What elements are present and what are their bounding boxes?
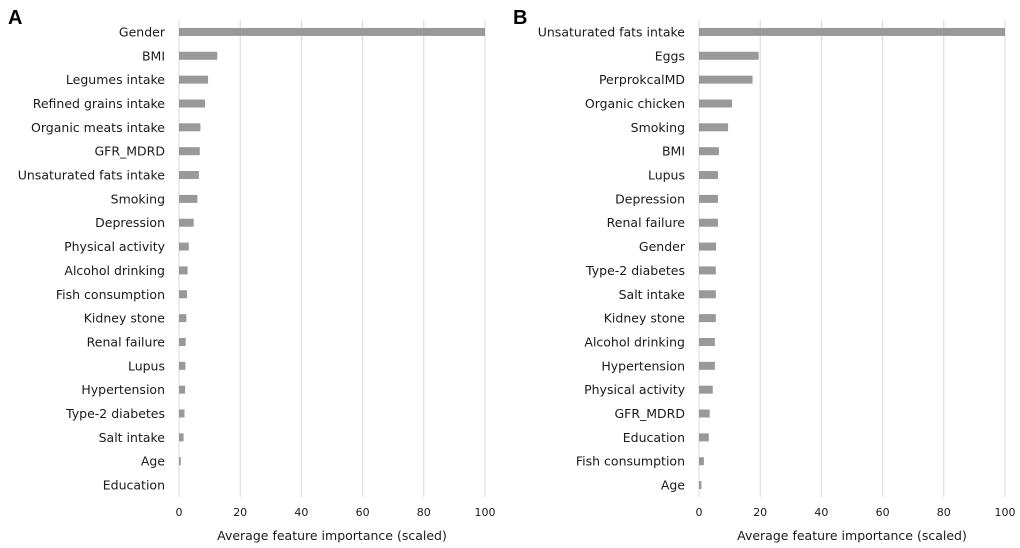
bar (699, 457, 704, 466)
bar (699, 409, 710, 418)
bar (699, 337, 715, 346)
category-label: Refined grains intake (33, 96, 166, 111)
bar (179, 290, 187, 299)
bar (699, 27, 1005, 36)
category-label: Hypertension (81, 382, 165, 397)
bar (179, 457, 181, 466)
category-label: Alcohol drinking (584, 334, 685, 349)
bar (699, 242, 717, 251)
bar (699, 385, 713, 394)
category-label: Salt intake (99, 430, 166, 445)
category-label: Renal failure (607, 215, 686, 230)
x-tick-label: 80 (417, 506, 431, 519)
category-label: Organic chicken (585, 96, 685, 111)
x-tick-label: 60 (876, 506, 890, 519)
x-tick-label: 60 (356, 506, 370, 519)
category-label: Kidney stone (84, 311, 166, 326)
category-label: Lupus (648, 168, 685, 183)
category-label: Physical activity (584, 382, 685, 397)
bar (699, 481, 702, 490)
panel-label-1: B (513, 7, 527, 29)
bar (179, 147, 200, 156)
bar (179, 337, 186, 346)
category-label: Education (103, 478, 165, 493)
bar (179, 51, 218, 60)
category-label: Lupus (128, 358, 165, 373)
category-label: Age (661, 478, 685, 493)
x-tick-label: 100 (995, 506, 1016, 519)
category-label: Eggs (655, 48, 685, 63)
bar (699, 147, 719, 156)
category-label: BMI (662, 144, 685, 159)
bar (179, 266, 188, 275)
category-label: Type-2 diabetes (585, 263, 685, 278)
category-label: PerprokcalMD (599, 72, 685, 87)
bar (699, 361, 715, 370)
bar (179, 123, 201, 132)
category-label: Unsaturated fats intake (538, 24, 686, 39)
category-label: Renal failure (87, 334, 166, 349)
bar (179, 99, 206, 108)
bar (179, 433, 184, 442)
bar (699, 433, 709, 442)
x-tick-label: 20 (233, 506, 247, 519)
x-tick-label: 40 (294, 506, 308, 519)
category-label: Smoking (631, 120, 685, 135)
category-label: Depression (95, 215, 165, 230)
bar (179, 361, 186, 370)
x-tick-label: 20 (753, 506, 767, 519)
bar (699, 194, 718, 203)
category-label: Physical activity (64, 239, 165, 254)
bar (179, 385, 186, 394)
category-label: Education (623, 430, 685, 445)
bar (179, 409, 185, 418)
category-label: Gender (639, 239, 686, 254)
bar (179, 194, 198, 203)
category-label: Salt intake (619, 287, 686, 302)
x-tick-label: 100 (475, 506, 496, 519)
bar (179, 242, 189, 251)
category-label: Type-2 diabetes (65, 406, 165, 421)
category-label: Depression (615, 191, 685, 206)
category-label: Legumes intake (66, 72, 165, 87)
category-label: Kidney stone (604, 311, 686, 326)
bar (179, 75, 209, 84)
bar (699, 99, 733, 108)
category-label: Gender (119, 24, 166, 39)
category-label: Unsaturated fats intake (18, 168, 166, 183)
bar (179, 314, 187, 323)
bar (699, 123, 729, 132)
bar (699, 290, 716, 299)
bar (699, 171, 718, 180)
category-label: Smoking (111, 191, 165, 206)
category-label: GFR_MDRD (94, 144, 165, 159)
bar (699, 314, 716, 323)
category-label: BMI (142, 48, 165, 63)
x-tick-label: 0 (696, 506, 703, 519)
bar (179, 171, 199, 180)
panel-label-0: A (8, 7, 22, 29)
category-label: Fish consumption (576, 454, 685, 469)
category-label: Alcohol drinking (64, 263, 165, 278)
category-label: GFR_MDRD (614, 406, 685, 421)
bar (699, 51, 759, 60)
x-tick-label: 40 (814, 506, 828, 519)
bar (179, 218, 194, 227)
bar (699, 218, 718, 227)
category-label: Age (141, 454, 165, 469)
x-tick-label: 80 (937, 506, 951, 519)
bar (179, 27, 485, 36)
category-label: Hypertension (601, 358, 685, 373)
bar (699, 266, 716, 275)
x-tick-label: 0 (176, 506, 183, 519)
bar (699, 75, 753, 84)
x-axis-title: Average feature importance (scaled) (737, 528, 967, 543)
category-label: Organic meats intake (31, 120, 165, 135)
x-axis-title: Average feature importance (scaled) (217, 528, 447, 543)
category-label: Fish consumption (56, 287, 165, 302)
